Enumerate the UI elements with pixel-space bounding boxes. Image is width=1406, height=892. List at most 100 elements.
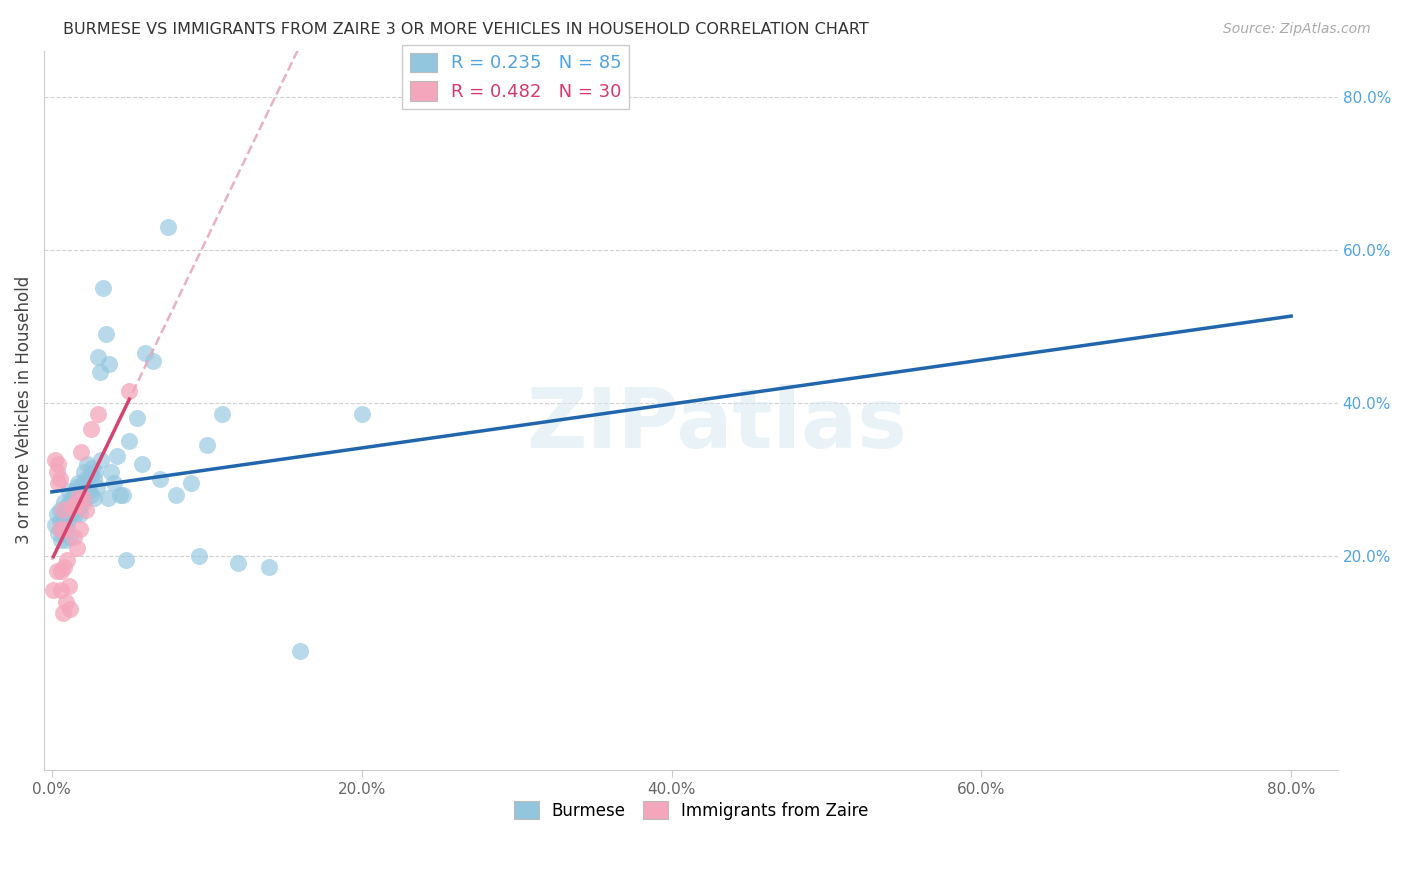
Point [87, 407, 110, 421]
Point [70, 480, 93, 494]
Point [125, 411, 148, 425]
Point [76, 480, 98, 494]
Point [79, 422, 101, 436]
Point [55, 503, 77, 517]
Point [149, 472, 172, 486]
Point [49, 522, 72, 536]
Point [157, 219, 180, 234]
Text: Source: ZipAtlas.com: Source: ZipAtlas.com [1223, 22, 1371, 37]
Point [60, 499, 83, 513]
Point [48, 503, 70, 517]
Point [53, 518, 76, 533]
Point [63, 483, 86, 498]
Point [52, 525, 75, 540]
Point [56, 514, 79, 528]
Point [58, 503, 80, 517]
Point [69, 507, 91, 521]
Point [141, 353, 163, 368]
Point [90, 453, 112, 467]
Point [62, 499, 84, 513]
Point [70, 445, 93, 459]
Legend: Burmese, Immigrants from Zaire: Burmese, Immigrants from Zaire [506, 795, 875, 826]
Point [45, 507, 67, 521]
Point [45, 564, 67, 578]
Point [67, 499, 90, 513]
Y-axis label: 3 or more Vehicles in Household: 3 or more Vehicles in Household [15, 277, 32, 544]
Point [55, 533, 77, 548]
Point [59, 495, 82, 509]
Point [42, 583, 65, 598]
Point [48, 522, 70, 536]
Point [52, 503, 75, 517]
Point [82, 460, 104, 475]
Point [195, 438, 218, 452]
Point [97, 491, 120, 506]
Point [83, 472, 105, 486]
Point [58, 579, 80, 593]
Point [72, 495, 94, 509]
Point [48, 514, 70, 528]
Point [108, 487, 131, 501]
Point [44, 518, 66, 533]
Point [63, 495, 86, 509]
Point [100, 465, 122, 479]
Point [350, 407, 373, 421]
Point [46, 476, 69, 491]
Point [52, 510, 75, 524]
Point [66, 495, 89, 509]
Point [89, 365, 111, 379]
Point [60, 491, 83, 506]
Point [70, 499, 93, 513]
Point [49, 533, 72, 548]
Point [115, 552, 138, 566]
Point [165, 487, 187, 501]
Point [46, 457, 69, 471]
Point [72, 491, 94, 506]
Point [45, 465, 67, 479]
Point [67, 491, 90, 506]
Point [46, 525, 69, 540]
Point [55, 522, 77, 536]
Point [67, 487, 90, 501]
Point [58, 483, 80, 498]
Point [55, 594, 77, 608]
Point [66, 480, 89, 494]
Point [188, 549, 211, 563]
Point [59, 530, 82, 544]
Point [112, 487, 135, 501]
Point [69, 491, 91, 506]
Point [67, 476, 90, 491]
Point [66, 541, 89, 555]
Point [62, 530, 84, 544]
Point [84, 465, 107, 479]
Point [131, 457, 153, 471]
Point [76, 457, 98, 471]
Point [56, 518, 79, 533]
Point [105, 449, 128, 463]
Point [63, 499, 86, 513]
Point [62, 487, 84, 501]
Point [91, 281, 114, 295]
Point [52, 514, 75, 528]
Point [77, 483, 100, 498]
Point [79, 487, 101, 501]
Text: BURMESE VS IMMIGRANTS FROM ZAIRE 3 OR MORE VEHICLES IN HOUSEHOLD CORRELATION CHA: BURMESE VS IMMIGRANTS FROM ZAIRE 3 OR MO… [63, 22, 869, 37]
Point [60, 507, 83, 521]
Point [56, 507, 79, 521]
Point [59, 507, 82, 521]
Point [79, 468, 101, 483]
Point [56, 552, 79, 566]
Point [226, 557, 249, 571]
Point [134, 346, 156, 360]
Point [44, 453, 66, 467]
Point [63, 507, 86, 521]
Point [94, 326, 117, 341]
Point [86, 480, 108, 494]
Point [257, 560, 280, 574]
Point [49, 564, 72, 578]
Point [72, 476, 94, 491]
Point [87, 350, 110, 364]
Point [180, 476, 202, 491]
Point [49, 583, 72, 598]
Point [98, 358, 121, 372]
